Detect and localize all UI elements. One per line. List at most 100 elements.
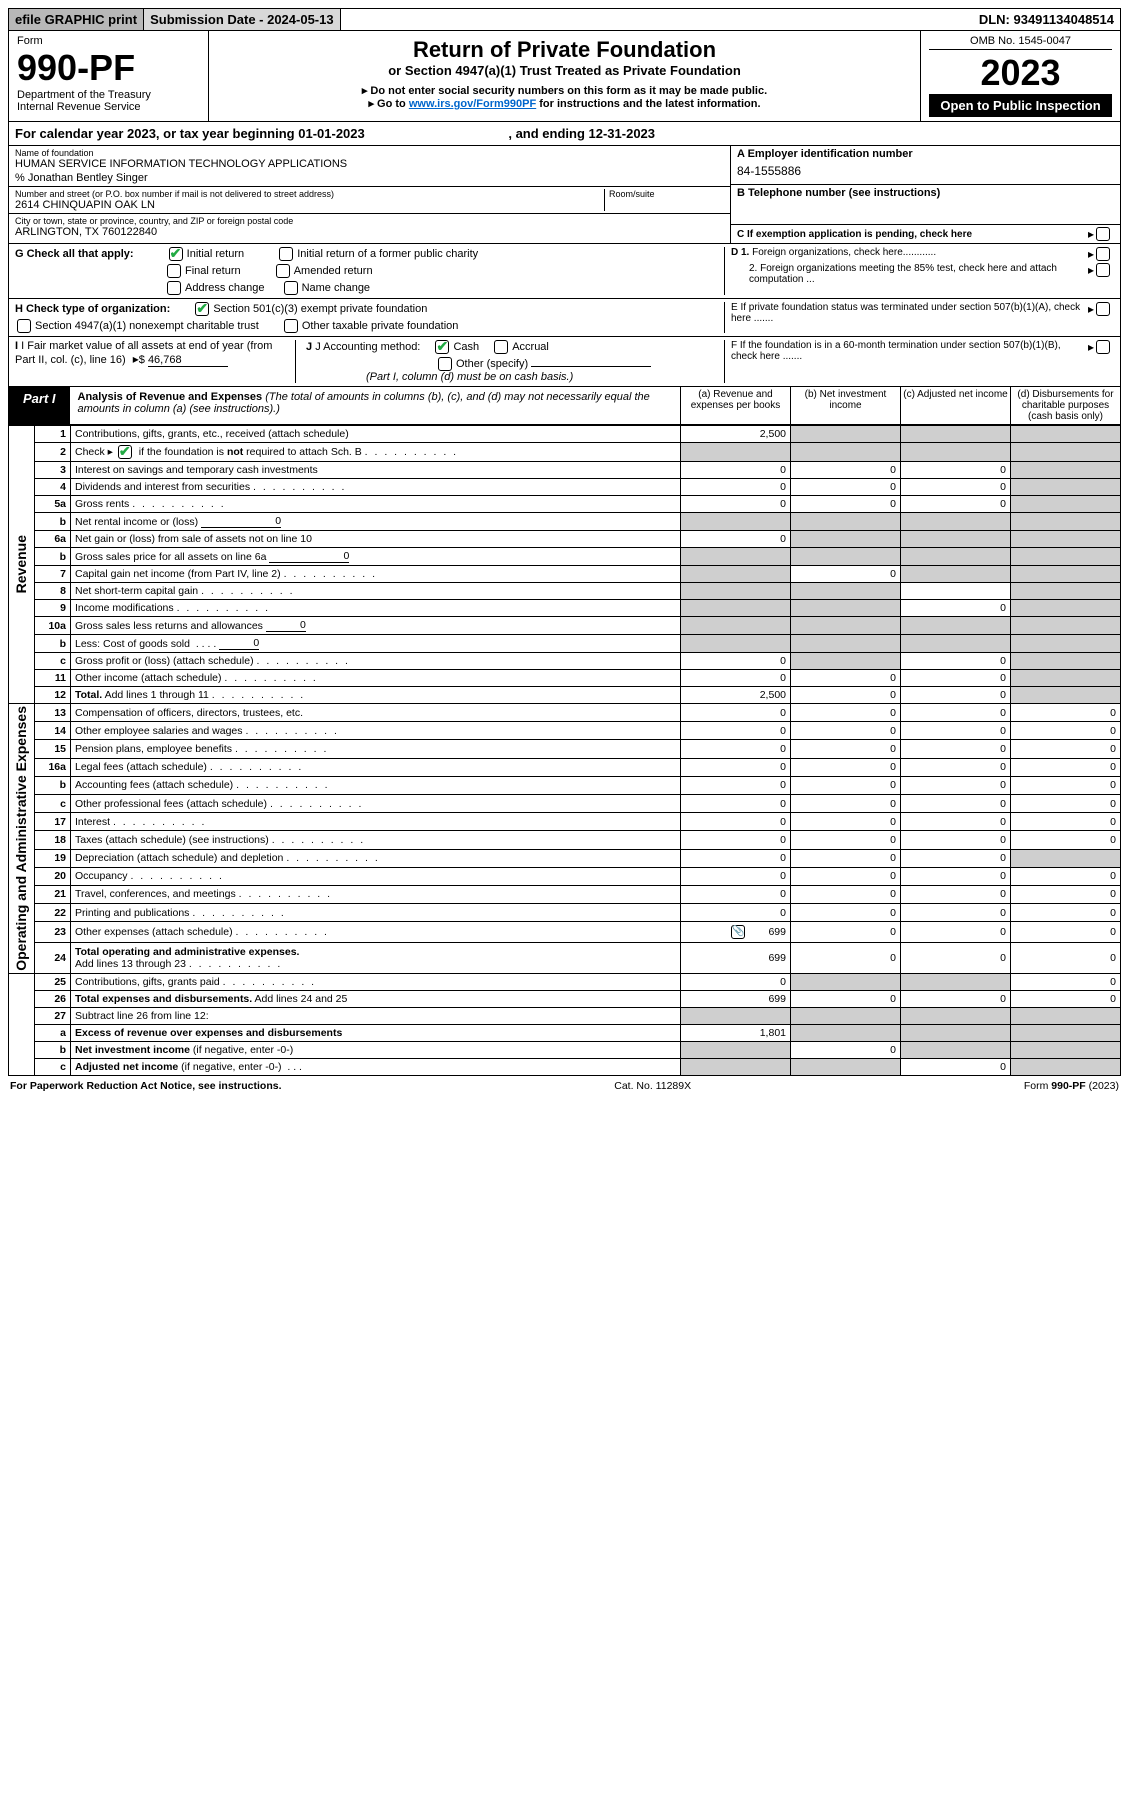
- g-opt-5: Name change: [302, 282, 371, 294]
- row-10a: 10aGross sales less returns and allowanc…: [9, 617, 1121, 635]
- e-label: E If private foundation status was termi…: [731, 302, 1084, 324]
- form-title: Return of Private Foundation: [219, 37, 910, 63]
- efile-badge: efile GRAPHIC print: [9, 9, 144, 30]
- address-change-checkbox[interactable]: [167, 281, 181, 295]
- tax-year: 2023: [929, 52, 1112, 94]
- row-27c: cAdjusted net income (if negative, enter…: [9, 1058, 1121, 1075]
- dln: DLN: 93491134048514: [973, 9, 1120, 30]
- arrow-icon: [1088, 227, 1094, 241]
- row-11: 11Other income (attach schedule) 000: [9, 670, 1121, 687]
- row-17: 17Interest 0000: [9, 813, 1121, 831]
- top-bar: efile GRAPHIC print Submission Date - 20…: [8, 8, 1121, 31]
- row-16c: cOther professional fees (attach schedul…: [9, 794, 1121, 812]
- d2-checkbox[interactable]: [1096, 263, 1110, 277]
- r27b-desc: Net investment income (if negative, ente…: [71, 1041, 681, 1058]
- row-22: 22Printing and publications 0000: [9, 904, 1121, 922]
- r16c-desc: Other professional fees (attach schedule…: [71, 794, 681, 812]
- d1-checkbox[interactable]: [1096, 247, 1110, 261]
- row-7: 7Capital gain net income (from Part IV, …: [9, 566, 1121, 583]
- col-d-header: (d) Disbursements for charitable purpose…: [1010, 387, 1120, 424]
- r6b-desc: Gross sales price for all assets on line…: [71, 548, 681, 566]
- g-opt-2: Final return: [185, 265, 241, 277]
- r7-desc: Capital gain net income (from Part IV, l…: [71, 566, 681, 583]
- name-change-checkbox[interactable]: [284, 281, 298, 295]
- r26-desc: Total expenses and disbursements. Add li…: [71, 990, 681, 1007]
- h-section: H Check type of organization: Section 50…: [8, 299, 1121, 337]
- h-opt2: Section 4947(a)(1) nonexempt charitable …: [35, 320, 259, 332]
- f-label: F If the foundation is in a 60-month ter…: [731, 340, 1084, 362]
- open-to-public: Open to Public Inspection: [929, 94, 1112, 117]
- final-return-checkbox[interactable]: [167, 264, 181, 278]
- page-footer: For Paperwork Reduction Act Notice, see …: [8, 1076, 1121, 1096]
- row-2: 2 Check ▸ if the foundation is not requi…: [9, 443, 1121, 462]
- form-ref: Form 990-PF (2023): [1024, 1080, 1119, 1092]
- h-opt3: Other taxable private foundation: [302, 320, 459, 332]
- r13-desc: Compensation of officers, directors, tru…: [71, 704, 681, 722]
- arrow-icon: [1088, 302, 1094, 324]
- arrow-icon: [1088, 263, 1094, 285]
- irs-label: Internal Revenue Service: [17, 101, 200, 113]
- r6a-desc: Net gain or (loss) from sale of assets n…: [71, 531, 681, 548]
- r25-desc: Contributions, gifts, grants paid: [71, 973, 681, 990]
- d2-label: 2. Foreign organizations meeting the 85%…: [731, 263, 1084, 285]
- j-other: Other (specify): [456, 358, 528, 370]
- g-opt-1: Initial return of a former public charit…: [297, 248, 478, 260]
- row-20: 20Occupancy 0000: [9, 867, 1121, 885]
- r27c-desc: Adjusted net income (if negative, enter …: [71, 1058, 681, 1075]
- row-14: 14Other employee salaries and wages 0000: [9, 722, 1121, 740]
- r3-desc: Interest on savings and temporary cash i…: [71, 462, 681, 479]
- r5b-desc: Net rental income or (loss) 0: [71, 513, 681, 531]
- col-a-header: (a) Revenue and expenses per books: [680, 387, 790, 424]
- f-checkbox[interactable]: [1096, 340, 1110, 354]
- row-18: 18Taxes (attach schedule) (see instructi…: [9, 831, 1121, 849]
- g-opt-4: Address change: [185, 282, 265, 294]
- r10c-desc: Gross profit or (loss) (attach schedule): [71, 653, 681, 670]
- paperwork-notice: For Paperwork Reduction Act Notice, see …: [10, 1080, 282, 1092]
- goto-post: for instructions and the latest informat…: [536, 98, 760, 110]
- expenses-side-label: Operating and Administrative Expenses: [13, 706, 29, 971]
- r20-desc: Occupancy: [71, 867, 681, 885]
- schb-checkbox[interactable]: [118, 445, 132, 459]
- h-501c3-checkbox[interactable]: [195, 302, 209, 316]
- j-cash: Cash: [453, 341, 479, 353]
- h-other-checkbox[interactable]: [284, 319, 298, 333]
- row-1: Revenue 1Contributions, gifts, grants, e…: [9, 426, 1121, 443]
- i-label: I Fair market value of all assets at end…: [15, 340, 272, 366]
- e-checkbox[interactable]: [1096, 302, 1110, 316]
- row-19: 19Depreciation (attach schedule) and dep…: [9, 849, 1121, 867]
- revenue-side-label: Revenue: [13, 535, 29, 593]
- r17-desc: Interest: [71, 813, 681, 831]
- row-6a: 6aNet gain or (loss) from sale of assets…: [9, 531, 1121, 548]
- row-5a: 5aGross rents 000: [9, 496, 1121, 513]
- h-opt1: Section 501(c)(3) exempt private foundat…: [213, 303, 427, 315]
- omb-number: OMB No. 1545-0047: [929, 35, 1112, 50]
- accrual-checkbox[interactable]: [494, 340, 508, 354]
- r15-desc: Pension plans, employee benefits: [71, 740, 681, 758]
- initial-former-checkbox[interactable]: [279, 247, 293, 261]
- h-4947-checkbox[interactable]: [17, 319, 31, 333]
- r27a-desc: Excess of revenue over expenses and disb…: [71, 1024, 681, 1041]
- c-checkbox[interactable]: [1096, 227, 1110, 241]
- amended-return-checkbox[interactable]: [276, 264, 290, 278]
- row-13: Operating and Administrative Expenses 13…: [9, 704, 1121, 722]
- cat-no: Cat. No. 11289X: [614, 1080, 691, 1092]
- cash-checkbox[interactable]: [435, 340, 449, 354]
- fmv-value: 46,768: [148, 354, 228, 367]
- room-label: Room/suite: [609, 189, 724, 199]
- r24-desc: Total operating and administrative expen…: [71, 942, 681, 973]
- attachment-icon[interactable]: 📎: [731, 925, 745, 939]
- col-b-header: (b) Net investment income: [790, 387, 900, 424]
- row-6b: bGross sales price for all assets on lin…: [9, 548, 1121, 566]
- r18-desc: Taxes (attach schedule) (see instruction…: [71, 831, 681, 849]
- row-5b: bNet rental income or (loss) 0: [9, 513, 1121, 531]
- g-label: G Check all that apply:: [15, 248, 134, 260]
- part1-label: Part I: [9, 387, 70, 424]
- ein-value: 84-1555886: [737, 160, 1114, 182]
- row-26: 26Total expenses and disbursements. Add …: [9, 990, 1121, 1007]
- row-15: 15Pension plans, employee benefits 0000: [9, 740, 1121, 758]
- row-12: 12Total. Add lines 1 through 11 2,50000: [9, 687, 1121, 704]
- row-27b: bNet investment income (if negative, ent…: [9, 1041, 1121, 1058]
- initial-return-checkbox[interactable]: [169, 247, 183, 261]
- form990pf-link[interactable]: www.irs.gov/Form990PF: [409, 98, 536, 110]
- other-method-checkbox[interactable]: [438, 357, 452, 371]
